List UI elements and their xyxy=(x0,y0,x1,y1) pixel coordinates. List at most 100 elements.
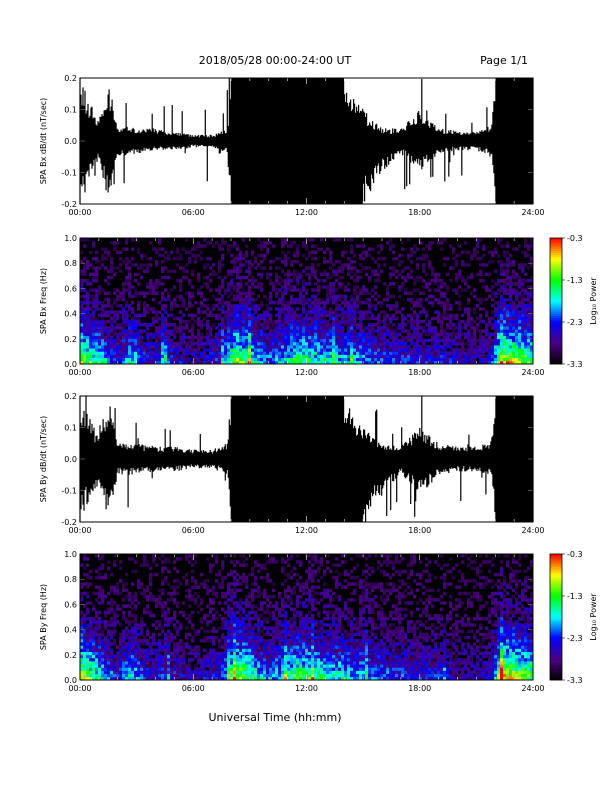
spectrogram-cell xyxy=(230,260,234,264)
spectrogram-cell xyxy=(95,620,99,624)
spectrogram-cell xyxy=(524,263,528,267)
spectrogram-cell xyxy=(356,348,360,352)
spectrogram-cell xyxy=(143,563,147,567)
spectrogram-cell xyxy=(158,601,162,605)
spectrogram-cell xyxy=(260,304,264,308)
spectrogram-cell xyxy=(500,263,504,267)
spectrogram-cell xyxy=(227,357,231,362)
spectrogram-cell xyxy=(425,313,429,318)
spectrogram-cell xyxy=(116,657,120,662)
spectrogram-cell xyxy=(350,238,354,242)
spectrogram-cell xyxy=(401,275,405,280)
spectrogram-cell xyxy=(80,585,84,589)
spectrogram-cell xyxy=(233,341,237,346)
spectrogram-cell xyxy=(344,323,348,327)
spectrogram-cell xyxy=(194,260,198,264)
spectrogram-cell xyxy=(311,238,315,242)
spectrogram-cell xyxy=(203,282,207,286)
spectrogram-cell xyxy=(356,354,360,358)
spectrogram-cell xyxy=(470,253,474,258)
spectrogram-cell xyxy=(524,307,528,311)
x-tick-label: 06:00 xyxy=(182,526,205,535)
spectrogram-cell xyxy=(329,326,333,330)
spectrogram-cell xyxy=(455,313,459,318)
spectrogram-cell xyxy=(527,354,531,358)
spectrogram-cell xyxy=(323,269,327,273)
spectrogram-cell xyxy=(83,657,87,662)
spectrogram-cell xyxy=(500,244,504,248)
spectrogram-cell xyxy=(371,294,375,299)
spectrogram-cell xyxy=(347,335,351,340)
spectrogram-cell xyxy=(380,341,384,346)
spectrogram-cell xyxy=(383,329,387,333)
spectrogram-cell xyxy=(164,348,168,352)
spectrogram-cell xyxy=(158,632,162,637)
spectrogram-cell xyxy=(182,297,186,302)
spectrogram-cell xyxy=(530,275,534,280)
spectrogram-cell xyxy=(512,354,516,358)
spectrogram-cell xyxy=(317,288,321,292)
spectrogram-cell xyxy=(80,639,84,643)
spectrogram-cell xyxy=(95,307,99,311)
spectrogram-cell xyxy=(95,632,99,637)
spectrogram-cell xyxy=(359,256,363,261)
spectrogram-cell xyxy=(206,557,210,561)
spectrogram-cell xyxy=(278,316,282,321)
spectrogram-cell xyxy=(179,582,183,586)
spectrogram-cell xyxy=(131,670,135,674)
spectrogram-cell xyxy=(176,250,180,255)
spectrogram-cell xyxy=(173,617,177,621)
spectrogram-cell xyxy=(374,338,378,343)
spectrogram-cell xyxy=(113,623,117,627)
spectrogram-cell xyxy=(218,657,222,662)
y-tick-label: 0.1 xyxy=(64,424,77,433)
spectrogram-cell xyxy=(143,557,147,561)
spectrogram-cell xyxy=(92,316,96,321)
spectrogram-cell xyxy=(473,307,477,311)
spectrogram-cell xyxy=(362,256,366,261)
spectrogram-cell xyxy=(512,329,516,333)
spectrogram-cell xyxy=(161,326,165,330)
spectrogram-cell xyxy=(221,294,225,299)
spectrogram-cell xyxy=(161,657,165,662)
spectrogram-cell xyxy=(110,620,114,624)
spectrogram-cell xyxy=(89,319,93,324)
spectrogram-cell xyxy=(98,654,102,659)
spectrogram-cell xyxy=(95,670,99,674)
spectrogram-cell xyxy=(104,304,108,308)
spectrogram-cell xyxy=(302,351,306,355)
spectrogram-cell xyxy=(287,313,291,318)
spectrogram-cell xyxy=(248,297,252,302)
spectrogram-cell xyxy=(254,341,258,346)
spectrogram-cell xyxy=(317,316,321,321)
spectrogram-cell xyxy=(263,335,267,340)
spectrogram-cell xyxy=(317,338,321,343)
spectrogram-cell xyxy=(191,335,195,340)
spectrogram-cell xyxy=(368,266,372,270)
spectrogram-cell xyxy=(83,354,87,358)
spectrogram-cell xyxy=(278,335,282,340)
spectrogram-cell xyxy=(266,351,270,355)
spectrogram-cell xyxy=(131,348,135,352)
spectrogram-cell xyxy=(92,329,96,333)
spectrogram-cell xyxy=(305,288,309,292)
spectrogram-cell xyxy=(98,601,102,605)
spectrogram-cell xyxy=(89,639,93,643)
spectrogram-cell xyxy=(119,357,123,362)
spectrogram-cell xyxy=(158,664,162,668)
spectrogram-cell xyxy=(104,651,108,656)
spectrogram-cell xyxy=(131,360,135,365)
spectrogram-cell xyxy=(329,323,333,327)
spectrogram-cell xyxy=(161,354,165,358)
spectrogram-cell xyxy=(146,639,150,643)
spectrogram-cell xyxy=(521,341,525,346)
spectrogram-cell xyxy=(113,629,117,634)
spectrogram-cell xyxy=(116,297,120,302)
spectrogram-cell xyxy=(314,348,318,352)
spectrogram-cell xyxy=(83,670,87,674)
spectrogram-cell xyxy=(434,288,438,292)
spectrogram-cell xyxy=(83,294,87,299)
spectrogram-cell xyxy=(176,664,180,668)
spectrogram-cell xyxy=(104,313,108,318)
spectrogram-cell xyxy=(224,313,228,318)
